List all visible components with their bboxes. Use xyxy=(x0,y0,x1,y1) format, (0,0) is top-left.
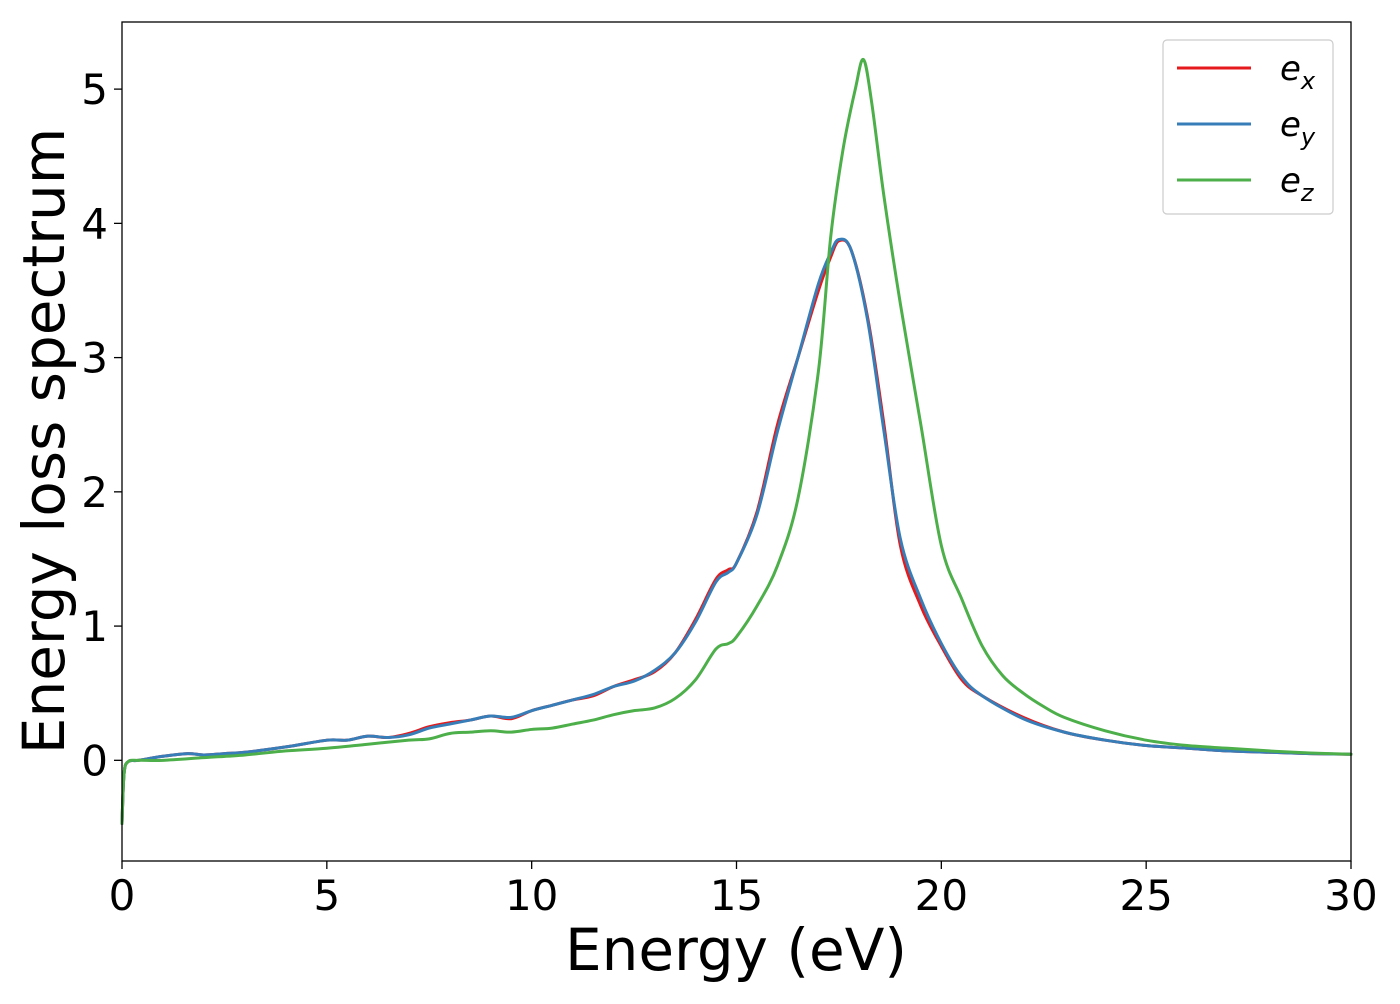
x-tick-label: 25 xyxy=(1119,871,1172,920)
series-layer xyxy=(120,58,1353,825)
y-tick-label: 5 xyxy=(81,65,108,114)
legend-label-e-z: ez xyxy=(1280,161,1315,207)
y-tick-label: 0 xyxy=(81,736,108,785)
y-tick-label: 4 xyxy=(81,199,108,248)
legend-label-e-x: ex xyxy=(1280,49,1316,95)
x-axis: 0 5 10 15 20 25 30 xyxy=(109,861,1378,920)
x-tick-label: 30 xyxy=(1324,871,1377,920)
y-axis: 0 1 2 3 4 5 xyxy=(81,65,122,785)
legend-frame xyxy=(1162,39,1334,215)
y-axis-label: Energy loss spectrum xyxy=(10,128,78,754)
y-tick-label: 2 xyxy=(81,468,108,517)
legend: ex ey ez xyxy=(1162,39,1334,215)
legend-label-e-y: ey xyxy=(1280,105,1316,151)
y-tick-label: 3 xyxy=(81,334,108,383)
x-tick-label: 10 xyxy=(505,871,558,920)
x-tick-label: 15 xyxy=(710,871,763,920)
x-axis-label: Energy (eV) xyxy=(565,916,907,984)
series-line-e-y xyxy=(120,237,1353,825)
y-tick-label: 1 xyxy=(81,602,108,651)
x-tick-label: 5 xyxy=(313,871,340,920)
x-tick-label: 0 xyxy=(109,871,136,920)
x-tick-label: 20 xyxy=(915,871,968,920)
series-line-e-z xyxy=(120,58,1353,825)
